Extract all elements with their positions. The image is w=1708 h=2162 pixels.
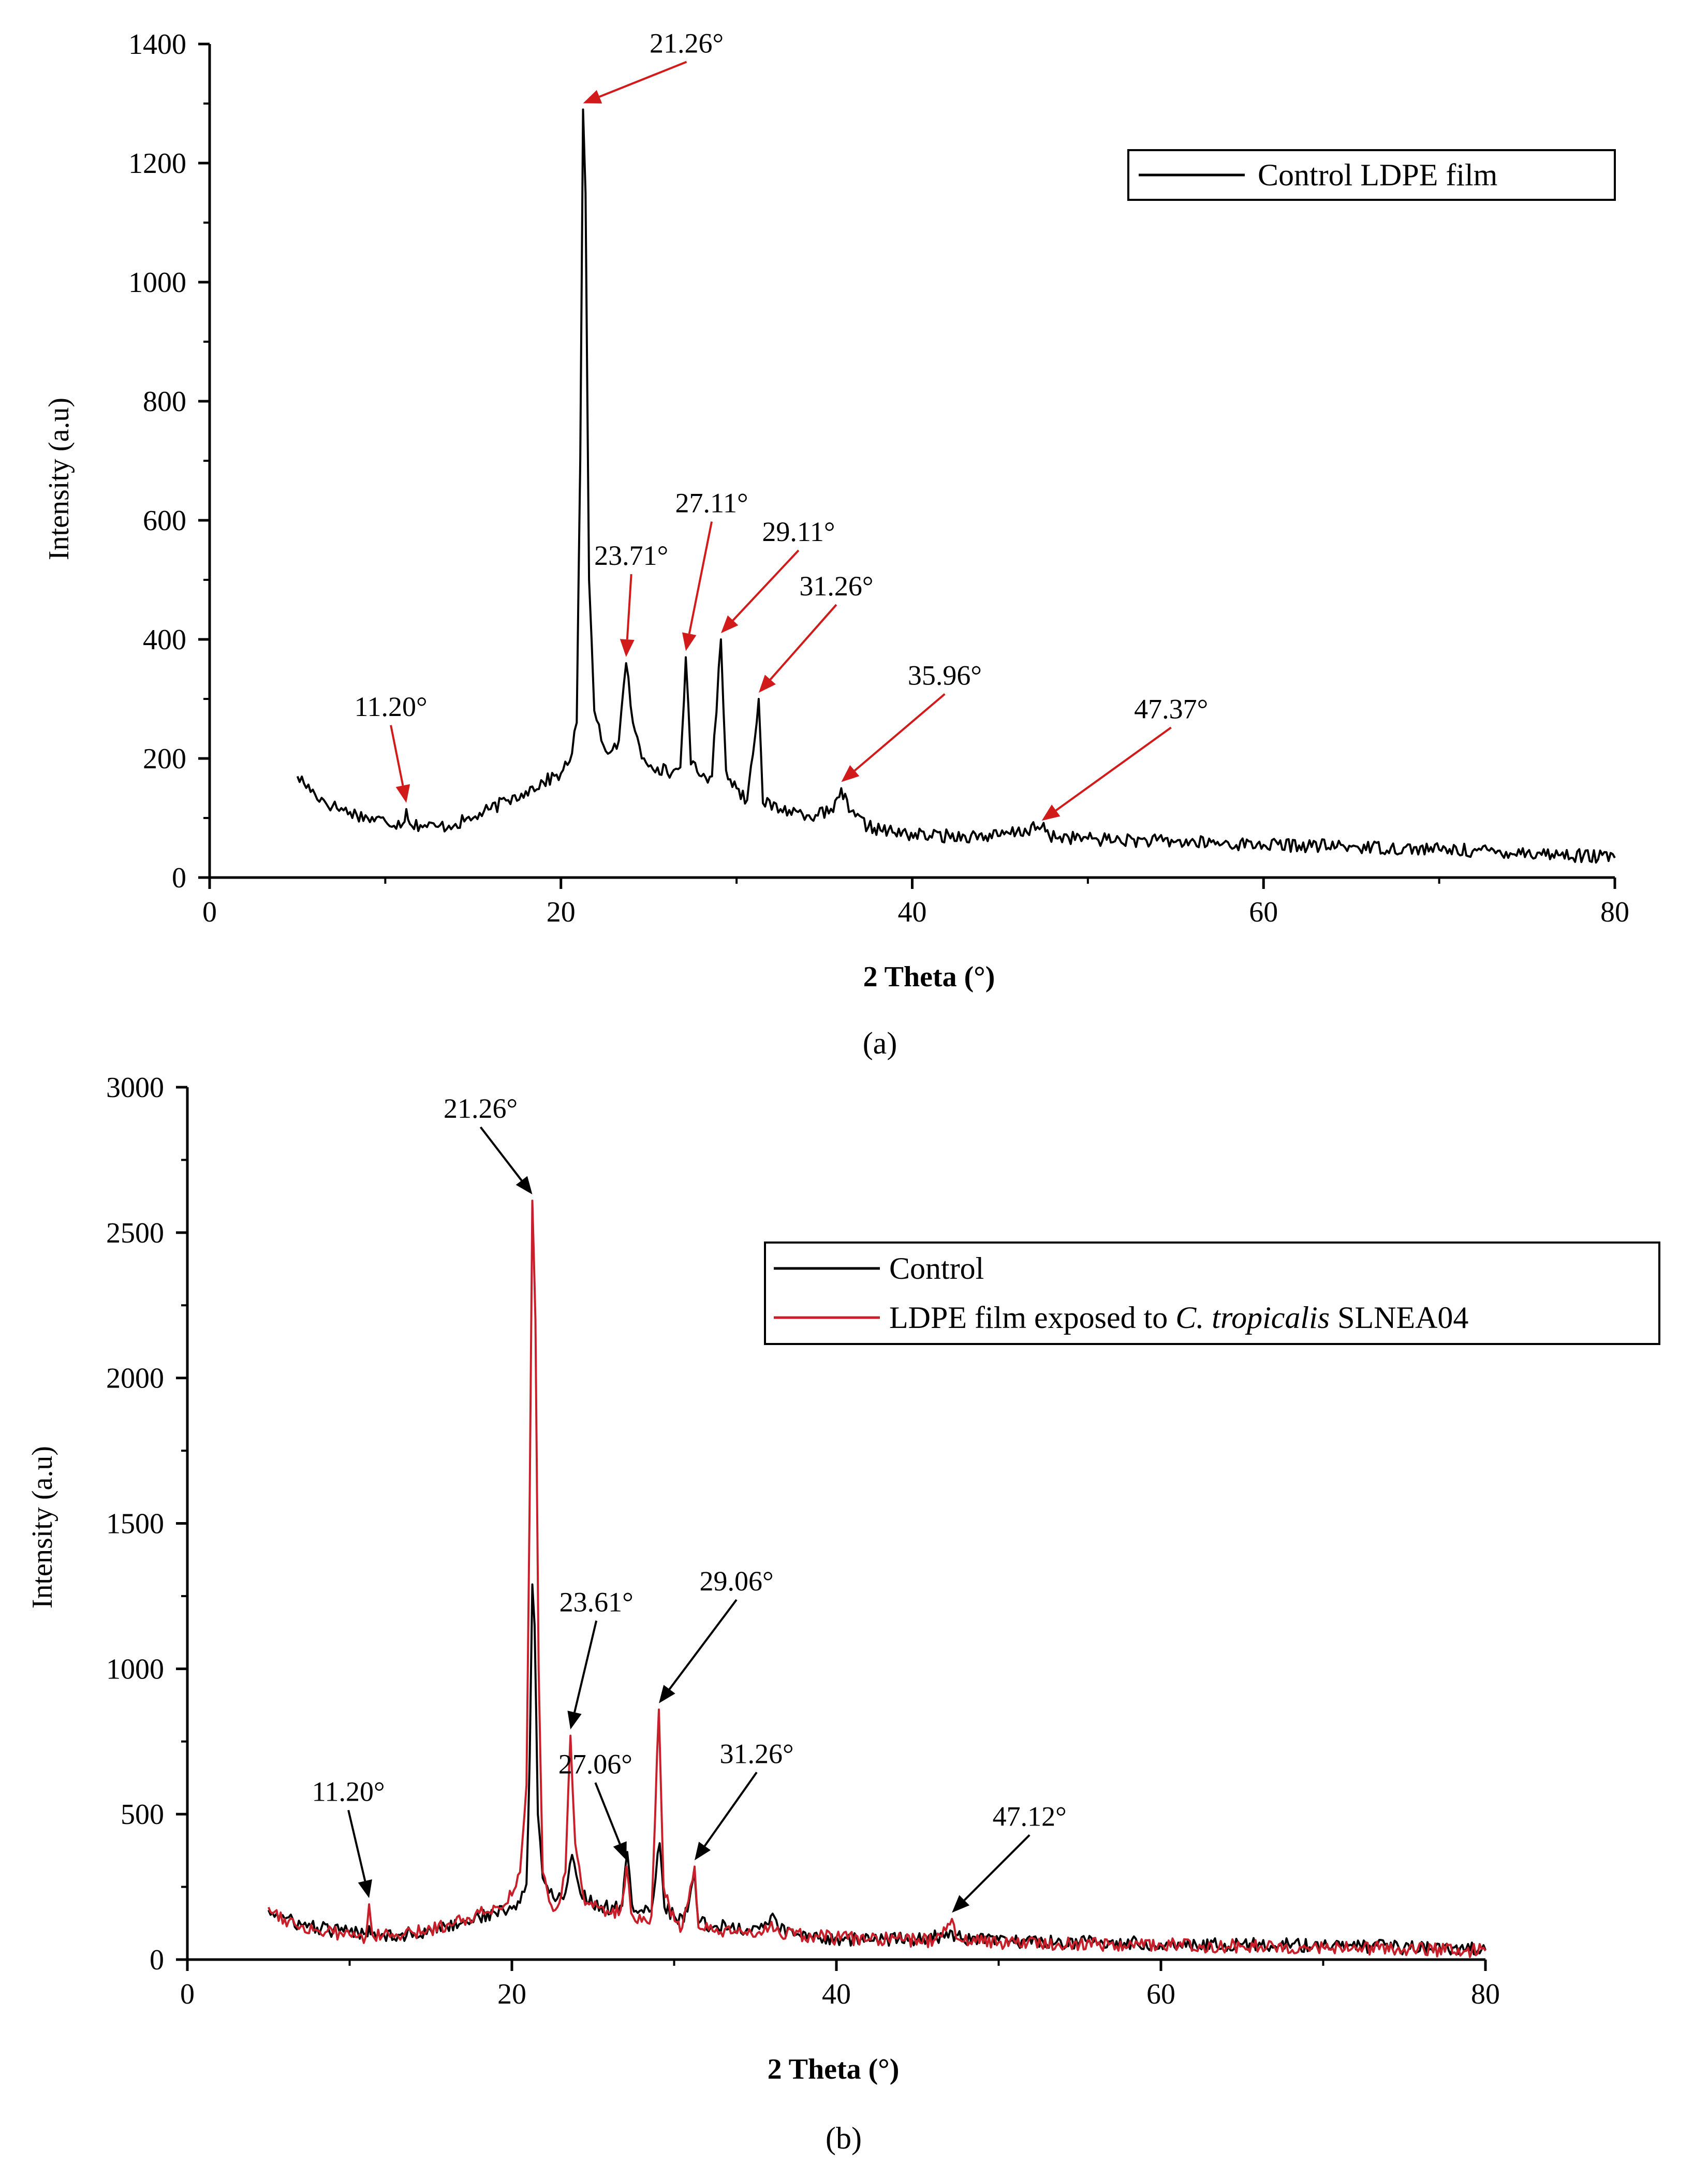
y-tick-label: 500 <box>121 1799 164 1831</box>
y-tick-label: 400 <box>143 624 186 656</box>
x-tick-label: 60 <box>1249 896 1278 928</box>
panel-a-x-axis-label: 2 Theta (°) <box>863 961 995 993</box>
panel-b-y-axis-label: Intensity (a.u) <box>26 1446 58 1609</box>
annotation-label: 47.37° <box>1134 693 1208 724</box>
series-line-exposed <box>267 1200 1486 1959</box>
annotation-arrow-head <box>358 1879 372 1898</box>
panel-a-legend: Control LDPE film <box>1127 149 1616 201</box>
annotation-label: 27.11° <box>675 488 748 519</box>
annotation-arrow-shaft <box>347 1809 366 1881</box>
annotation-label: 21.26° <box>650 28 724 59</box>
y-tick-label: 200 <box>143 743 186 775</box>
annotation-arrow-shaft <box>390 725 404 786</box>
annotation-arrow-shaft <box>668 1599 738 1690</box>
panel-a-annotations: 11.20° 21.26° 23.71°27.11° 29.11° 31.26° 35.9… <box>355 28 1208 821</box>
annotation-label: 35.96° <box>908 660 982 691</box>
x-tick-label: 20 <box>547 896 576 928</box>
y-tick-label: 2000 <box>106 1363 164 1395</box>
y-tick-label: 1200 <box>128 148 186 180</box>
x-tick-label: 40 <box>898 896 927 928</box>
panel-b-legend-box <box>764 1241 1660 1345</box>
panel-b-legend-label-exposed: LDPE film exposed to C. tropicalis SLNEA… <box>889 1301 1468 1335</box>
series-line-control <box>296 108 1616 864</box>
legend-text-pre: LDPE film exposed to <box>889 1301 1175 1335</box>
annotation-arrow-head <box>583 90 602 104</box>
annotation-arrow-shaft <box>732 549 800 621</box>
annotation-arrow-head <box>395 784 410 803</box>
panel-a-y-axis-label: Intensity (a.u) <box>43 398 75 560</box>
annotation-arrow-head <box>659 1685 675 1703</box>
annotation-arrow-head <box>620 639 635 657</box>
y-tick-label: 3000 <box>106 1072 164 1104</box>
y-tick-label: 800 <box>143 386 186 418</box>
annotation-label: 31.26° <box>799 571 873 602</box>
annotation-label: 47.12° <box>993 1801 1067 1832</box>
annotation-label: 23.61° <box>559 1587 634 1618</box>
panel-b-chart: 0 20 40 60 80 0 500 1000 1500 2000 2500 3000 11.20°… <box>26 1072 1660 2155</box>
annotation-arrow-head <box>682 632 697 651</box>
panel-a-series <box>296 108 1616 864</box>
legend-text-species: C. tropicalis <box>1175 1301 1330 1335</box>
legend-text-post: SLNEA04 <box>1330 1301 1468 1335</box>
x-tick-label: 20 <box>497 1978 526 2010</box>
panel-b-ticks: 0 20 40 60 80 0 500 1000 1500 2000 2500 3000 <box>106 1072 1500 2010</box>
x-tick-label: 0 <box>180 1978 195 2010</box>
annotation-label: 29.06° <box>699 1566 773 1597</box>
annotation-label: 21.26° <box>444 1093 518 1124</box>
annotation-arrow-shaft <box>599 61 687 98</box>
annotation-label: 29.11° <box>762 516 835 547</box>
annotation-arrow-head <box>695 1842 711 1861</box>
y-tick-label: 1500 <box>106 1508 164 1540</box>
panel-b-annotations: 11.20° 21.26° 23.61° 27.06° 29.06° 31.26° 47.1… <box>312 1093 1067 1913</box>
panel-b-legend: Control LDPE film exposed to C. tropical… <box>764 1241 1660 1345</box>
x-tick-label: 80 <box>1600 896 1629 928</box>
annotation-arrow-head <box>567 1711 582 1730</box>
annotation-arrow-head <box>720 615 739 633</box>
annotation-arrow-head <box>1041 805 1061 821</box>
y-tick-label: 0 <box>172 862 186 894</box>
annotation-arrow-head <box>758 675 776 693</box>
y-tick-label: 0 <box>150 1944 164 1976</box>
annotation-arrow-shaft <box>594 1782 621 1845</box>
annotation-arrow-shaft <box>1055 726 1172 812</box>
annotation-arrow-shaft <box>703 1772 758 1847</box>
panel-b-series <box>267 1200 1486 1959</box>
y-tick-label: 600 <box>143 505 186 537</box>
panel-a-label: (a) <box>863 1026 897 1060</box>
annotation-arrow-head <box>952 1895 970 1913</box>
y-tick-label: 1000 <box>128 267 186 299</box>
annotation-arrow-shaft <box>854 693 946 772</box>
annotation-arrow-shaft <box>688 521 713 634</box>
annotation-label: 31.26° <box>719 1738 793 1769</box>
panel-a-legend-label-control: Control LDPE film <box>1258 158 1497 192</box>
y-tick-label: 2500 <box>106 1217 164 1249</box>
panel-b-x-axis-label: 2 Theta (°) <box>768 2053 900 2085</box>
annotation-label: 11.20° <box>312 1776 385 1807</box>
panel-b-label: (b) <box>826 2121 862 2155</box>
annotation-arrow-head <box>516 1176 533 1195</box>
annotation-arrow-shaft <box>626 574 632 640</box>
annotation-arrow-shaft <box>573 1620 598 1713</box>
x-tick-label: 0 <box>202 896 217 928</box>
annotation-label: 23.71° <box>594 540 668 571</box>
y-tick-label: 1000 <box>106 1653 164 1685</box>
y-tick-label: 1400 <box>128 28 186 61</box>
annotation-arrow-head <box>613 1841 627 1861</box>
annotation-arrow-shaft <box>479 1126 523 1181</box>
annotation-arrow-head <box>841 765 860 782</box>
x-tick-label: 60 <box>1146 1978 1175 2010</box>
annotation-label: 27.06° <box>558 1748 632 1779</box>
x-tick-label: 40 <box>822 1978 851 2010</box>
annotation-arrow-shaft <box>963 1834 1030 1901</box>
annotation-label: 11.20° <box>355 691 428 722</box>
annotation-arrow-shaft <box>769 604 837 680</box>
x-tick-label: 80 <box>1471 1978 1500 2010</box>
panel-b-legend-label-control: Control <box>889 1251 984 1285</box>
